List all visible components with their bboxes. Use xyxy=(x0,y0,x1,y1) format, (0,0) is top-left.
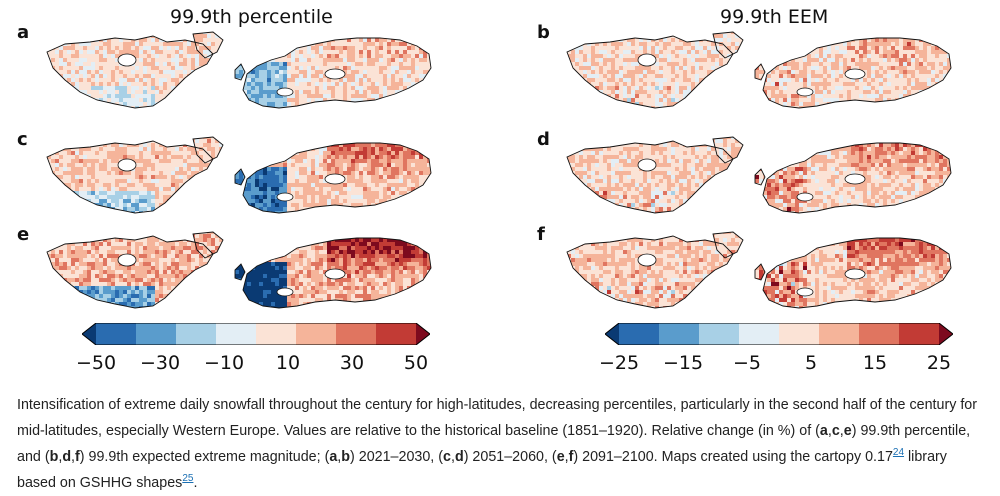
water-body xyxy=(277,193,293,201)
map-panel-e xyxy=(35,230,435,312)
colorbar-tick-label: 5 xyxy=(805,352,817,374)
colorbar-percentile xyxy=(82,323,430,345)
water-body xyxy=(638,159,656,171)
colorbar-segment xyxy=(699,323,740,345)
water-body xyxy=(845,269,865,279)
caption-text: ) 2091–2100. Maps created using the cart… xyxy=(573,449,893,465)
caption-bold: b xyxy=(341,449,350,465)
reference-link-25[interactable]: 25 xyxy=(182,473,193,484)
caption-text: . xyxy=(193,475,197,491)
panel-letter-f: f xyxy=(537,224,545,245)
colorbar-segment xyxy=(739,323,780,345)
reference-link-24[interactable]: 24 xyxy=(893,447,904,458)
map-panel-b xyxy=(555,30,955,112)
panel-letter-c: c xyxy=(17,129,28,150)
caption-text: ) 2021–2030, ( xyxy=(350,449,443,465)
colorbar-segment xyxy=(619,323,660,345)
water-body xyxy=(118,254,136,266)
water-body xyxy=(845,69,865,79)
colorbar-segment xyxy=(96,323,137,345)
colorbar-segment xyxy=(256,323,297,345)
figure: 99.9th percentile 99.9th EEM a b c d e f… xyxy=(0,0,1000,385)
map-panel-c xyxy=(35,135,435,217)
colorbar-segment xyxy=(296,323,337,345)
caption-bold: c xyxy=(443,449,451,465)
caption-bold: d xyxy=(62,449,71,465)
panel-letter-b: b xyxy=(537,22,550,43)
map-panel-f xyxy=(555,230,955,312)
colorbar-segment xyxy=(779,323,820,345)
colorbar-segment xyxy=(336,323,377,345)
colorbar-eem xyxy=(605,323,953,345)
colorbar-tick-label: −30 xyxy=(140,352,180,374)
water-body xyxy=(325,269,345,279)
water-body xyxy=(845,174,865,184)
colorbar-segment xyxy=(176,323,217,345)
caption-text: ) 2051–2060, ( xyxy=(464,449,557,465)
colorbar-extend-high xyxy=(939,323,953,345)
caption-bold: d xyxy=(455,449,464,465)
caption-bold: a xyxy=(820,423,828,439)
colorbar-segment xyxy=(659,323,700,345)
water-body xyxy=(638,54,656,66)
colorbar-tick-label: −10 xyxy=(204,352,244,374)
water-body xyxy=(797,88,813,96)
colorbar-tick-label: 15 xyxy=(863,352,887,374)
water-body xyxy=(277,88,293,96)
colorbar-tick-label: 30 xyxy=(340,352,364,374)
colorbar-extend-low xyxy=(605,323,619,345)
water-body xyxy=(118,54,136,66)
map-panel-a xyxy=(35,30,435,112)
colorbar-tick-label: −15 xyxy=(663,352,703,374)
map-panel-d xyxy=(555,135,955,217)
caption-text: ) 99.9th expected extreme magnitude; ( xyxy=(80,449,330,465)
column-title-eem: 99.9th EEM xyxy=(720,6,828,28)
water-body xyxy=(325,69,345,79)
colorbar-tick-label: −25 xyxy=(599,352,639,374)
colorbar-segment xyxy=(859,323,900,345)
water-body xyxy=(118,159,136,171)
water-body xyxy=(325,174,345,184)
water-body xyxy=(277,288,293,296)
colorbar-segment xyxy=(819,323,860,345)
colorbar-tick-label: 50 xyxy=(404,352,428,374)
panel-letter-e: e xyxy=(17,224,29,245)
colorbar-segment xyxy=(899,323,940,345)
colorbar-tick-label: −50 xyxy=(76,352,116,374)
water-body xyxy=(638,254,656,266)
colorbar-tick-label: 25 xyxy=(927,352,951,374)
caption-bold: e xyxy=(844,423,852,439)
panel-letter-a: a xyxy=(17,22,29,43)
figure-caption: Intensification of extreme daily snowfal… xyxy=(17,392,985,496)
column-title-percentile: 99.9th percentile xyxy=(170,6,333,28)
colorbar-segment xyxy=(376,323,417,345)
water-body xyxy=(797,288,813,296)
panel-letter-d: d xyxy=(537,129,550,150)
colorbar-segment xyxy=(136,323,177,345)
colorbar-tick-label: 10 xyxy=(276,352,300,374)
caption-bold: c xyxy=(832,423,840,439)
colorbar-extend-high xyxy=(416,323,430,345)
water-body xyxy=(797,193,813,201)
colorbar-tick-label: −5 xyxy=(733,352,761,374)
caption-bold: e xyxy=(557,449,565,465)
colorbar-extend-low xyxy=(82,323,96,345)
colorbar-segment xyxy=(216,323,257,345)
